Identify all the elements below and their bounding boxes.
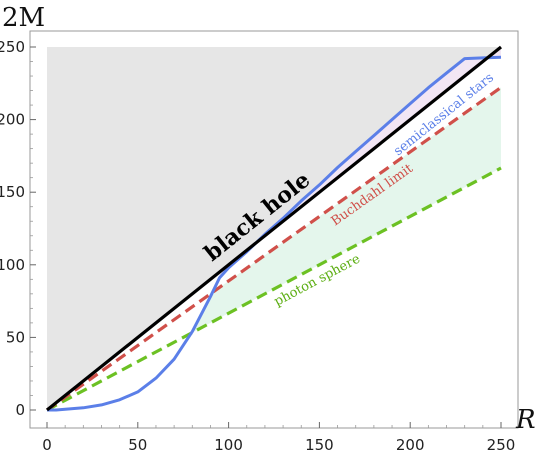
x-tick-label: 150 (305, 436, 334, 454)
y-tick-label: 250 (0, 38, 25, 56)
x-tick-label: 250 (487, 436, 516, 454)
buchdahl-limit-line (46, 86, 502, 412)
x-tick-label: 50 (128, 436, 147, 454)
y-tick-label: 200 (0, 111, 25, 129)
y-tick-label: 50 (6, 328, 25, 346)
y-tick-label: 150 (0, 183, 25, 201)
series-layer (46, 45, 502, 412)
black-hole-line (46, 45, 502, 412)
y-tick-label: 0 (15, 401, 25, 419)
y-axis-title: 2M (2, 3, 45, 33)
x-tick-label: 200 (396, 436, 425, 454)
ticks: 0 50 100 150 200 250 0 50 100 150 200 250 (0, 38, 515, 454)
y-tick-label: 100 (0, 256, 25, 274)
x-tick-label: 0 (42, 436, 52, 454)
plot-border (29, 30, 519, 429)
plot-frame (29, 30, 519, 429)
photon-buchdahl-region (119, 87, 501, 372)
x-axis-title: R (515, 405, 536, 435)
photon-sphere-line (46, 166, 502, 412)
x-tick-label: 100 (214, 436, 243, 454)
